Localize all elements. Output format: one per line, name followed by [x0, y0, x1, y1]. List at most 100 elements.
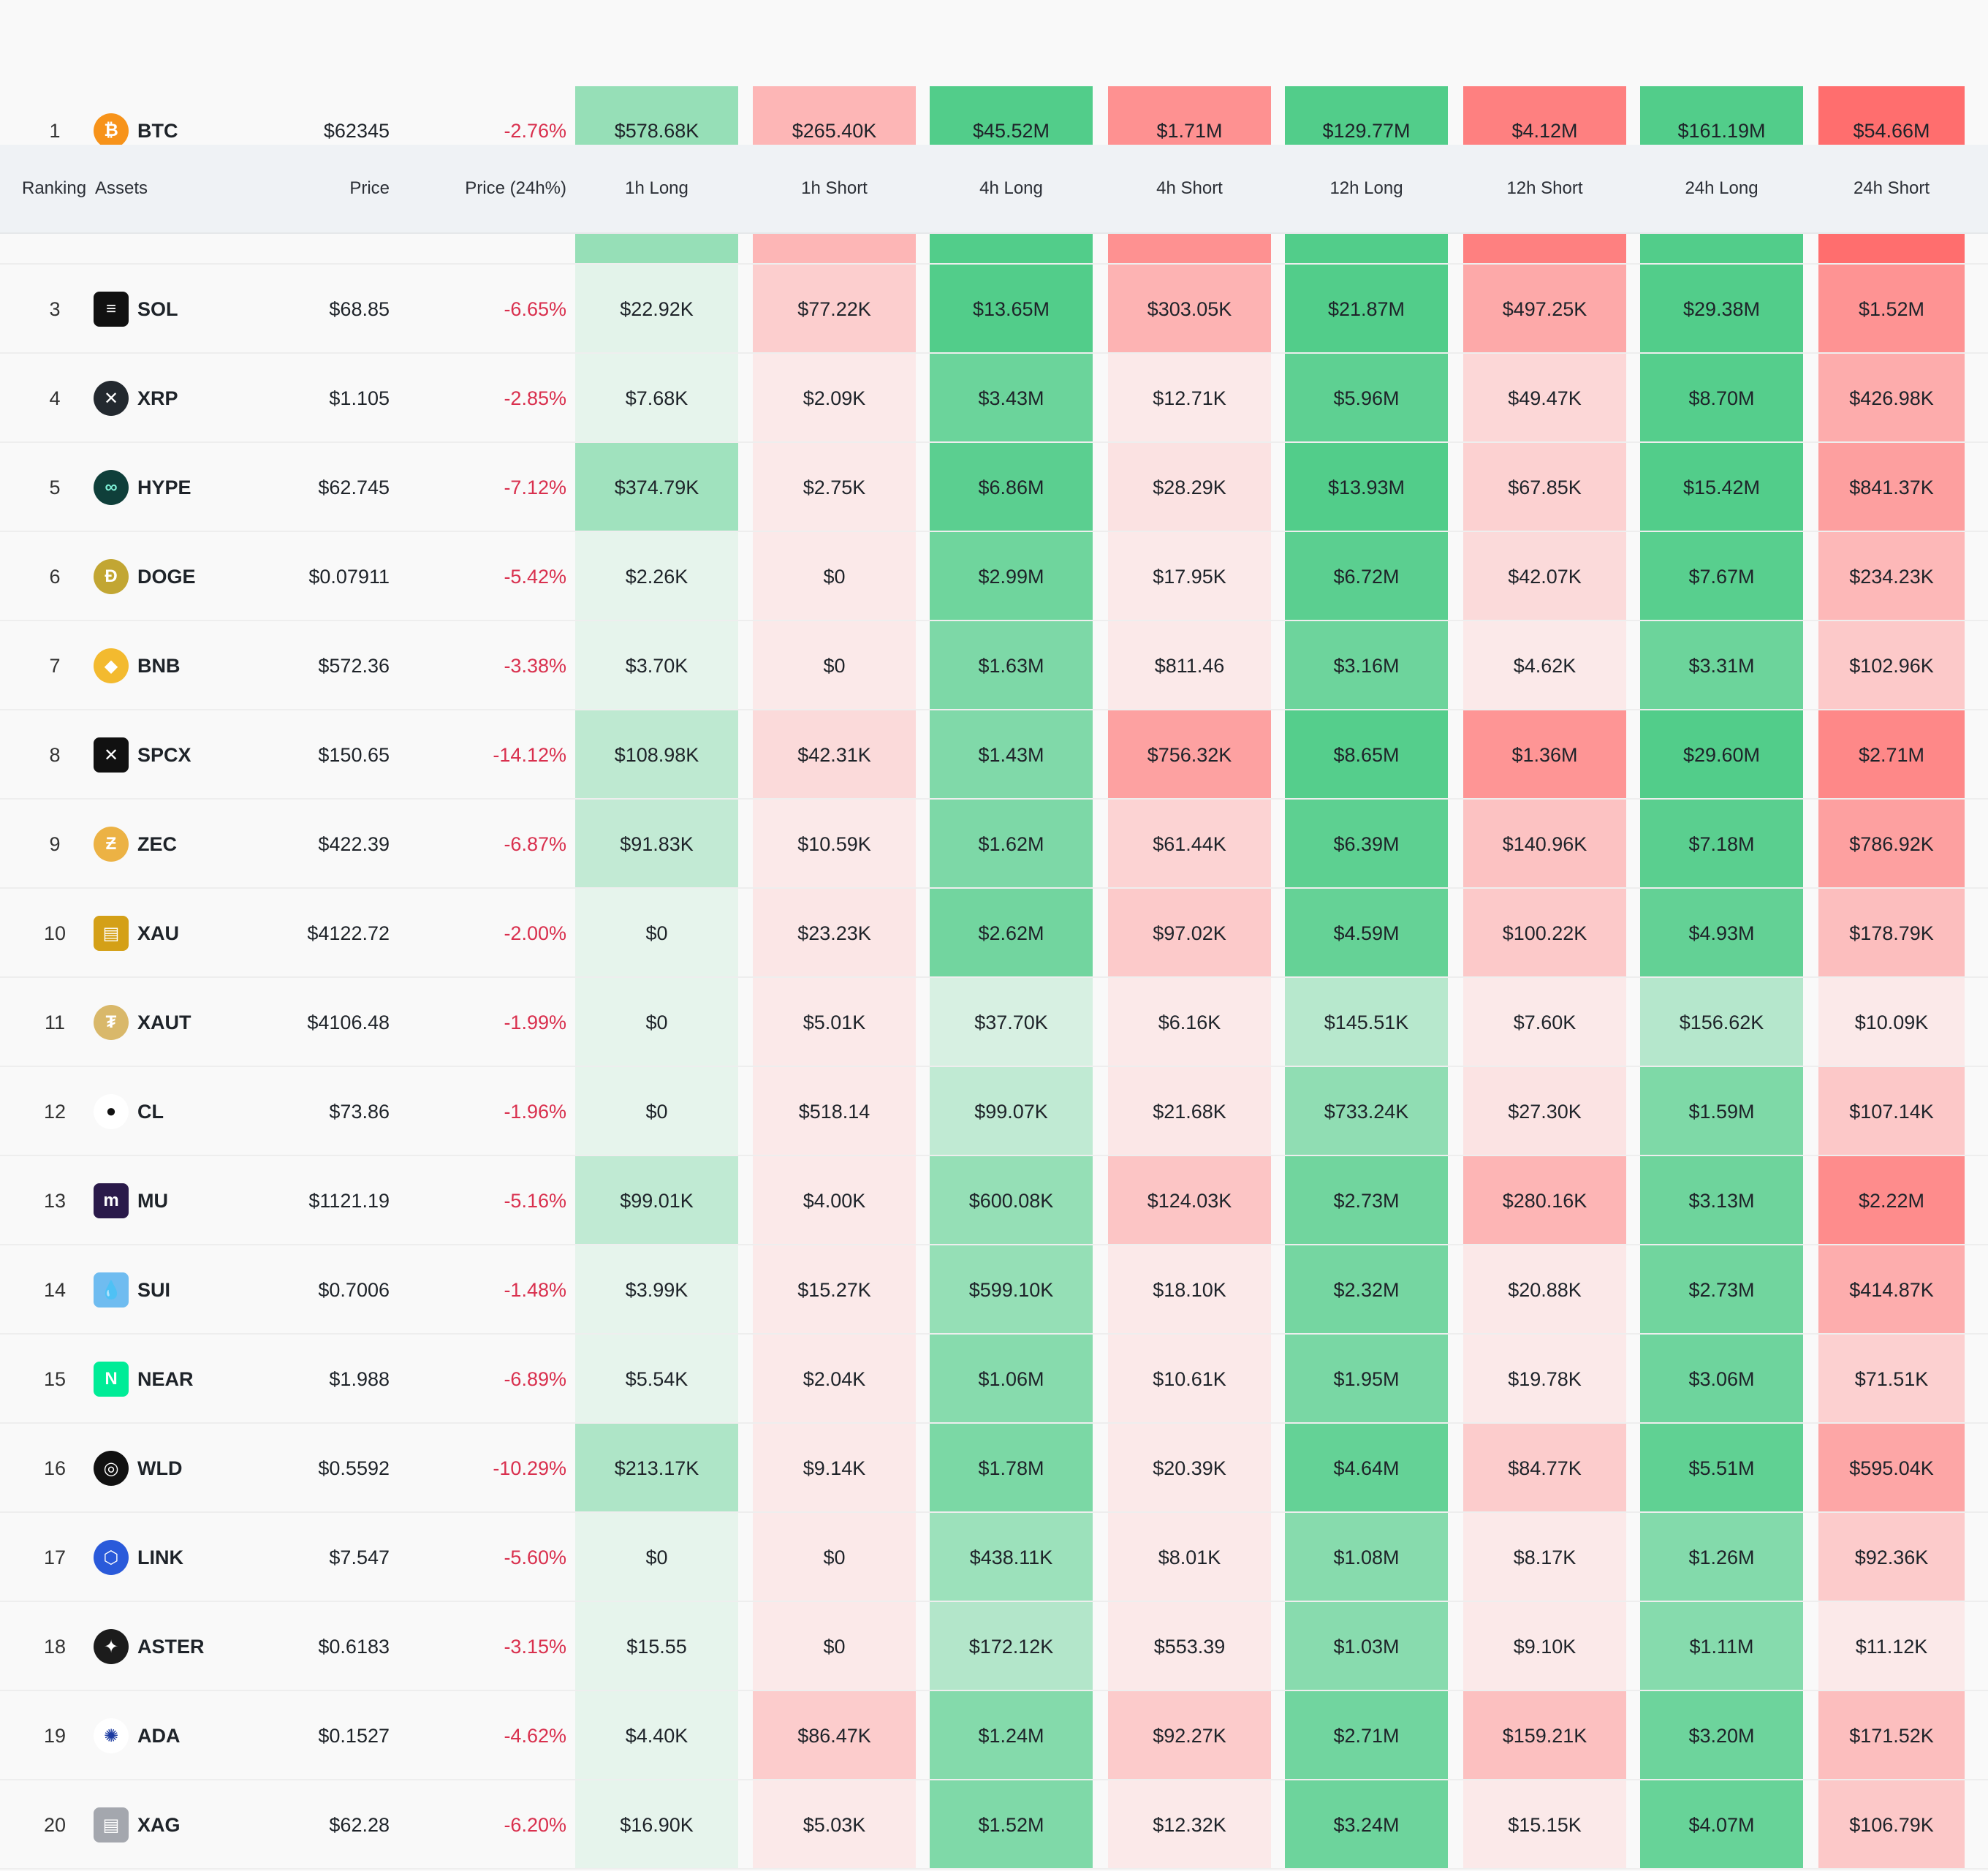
long-liquidation-cell-4h: $1.63M [930, 621, 1093, 710]
long-liquidation-cell-24h: $4.07M [1640, 1780, 1803, 1870]
table-row[interactable]: 15 N NEAR $1.988 -6.89% $5.54K $2.04K $1.06M $10… [0, 1335, 1988, 1424]
short-liquidation-cell-1h: $4.00K [753, 1156, 916, 1245]
table-row[interactable]: 14 💧 SUI $0.7006 -1.48% $3.99K $15.27K $599.10K… [0, 1245, 1988, 1335]
rank-cell: 6 [49, 565, 61, 588]
header-24h-short[interactable]: 24h Short [1853, 178, 1930, 198]
table-row[interactable]: 3 ≡ SOL $68.85 -6.65% $22.92K $77.22K $13.65M $3… [0, 265, 1988, 354]
short-liquidation-cell-4h: $303.05K [1108, 265, 1271, 354]
long-liquidation-cell-24h: $15.42M [1640, 443, 1803, 532]
long-liquidation-cell-24h: $4.93M [1640, 889, 1803, 978]
rank-cell: 3 [49, 297, 61, 320]
table-row[interactable]: 18 ✦ ASTER $0.6183 -3.15% $15.55 $0 $172.12K $55… [0, 1602, 1988, 1691]
header-4h-long[interactable]: 4h Long [979, 178, 1043, 198]
asset-cell[interactable]: ≡ SOL [94, 265, 262, 354]
table-row[interactable]: 8 ✕ SPCX $150.65 -14.12% $108.98K $42.31K $1.43… [0, 710, 1988, 800]
asset-cell[interactable]: ◎ WLD [94, 1424, 262, 1513]
short-liquidation-cell-1h: $10.59K [753, 800, 916, 889]
rank-cell: 7 [49, 654, 61, 677]
short-liquidation-cell-4h: $18.10K [1108, 1245, 1271, 1335]
table-row[interactable]: 11 ₮ XAUT $4106.48 -1.99% $0 $5.01K $37.70K $6.1… [0, 978, 1988, 1067]
rank-cell: 17 [43, 1546, 67, 1568]
long-liquidation-cell-24h: $8.70M [1640, 354, 1803, 443]
price-change-cell: -5.16% [504, 1189, 566, 1212]
price-change-cell: -2.85% [504, 387, 566, 409]
long-liquidation-cell-12h: $6.39M [1285, 800, 1448, 889]
asset-cell[interactable]: Ð DOGE [94, 532, 262, 621]
short-liquidation-cell-24h: $2.22M [1818, 1156, 1965, 1245]
header-24h-long[interactable]: 24h Long [1685, 178, 1759, 198]
asset-cell[interactable]: 💧 SUI [94, 1245, 262, 1335]
price-cell: $1.988 [329, 1367, 390, 1390]
asset-cell[interactable]: ● CL [94, 1067, 262, 1156]
cardano-icon: ✺ [94, 1718, 129, 1753]
table-row[interactable]: 12 ● CL $73.86 -1.96% $0 $518.14 $99.07K $21.68K… [0, 1067, 1988, 1156]
short-liquidation-cell-24h: $107.14K [1818, 1067, 1965, 1156]
asset-cell[interactable]: ✕ SPCX [94, 710, 262, 800]
asset-cell[interactable]: ⬡ LINK [94, 1513, 262, 1602]
header-1h-short[interactable]: 1h Short [801, 178, 868, 198]
long-liquidation-cell-24h: $5.51M [1640, 1424, 1803, 1513]
asset-cell[interactable]: ₮ XAUT [94, 978, 262, 1067]
long-liquidation-cell-4h: $1.78M [930, 1424, 1093, 1513]
table-row[interactable]: 10 ▤ XAU $4122.72 -2.00% $0 $23.23K $2.62M $97.0… [0, 889, 1988, 978]
short-liquidation-cell-4h: $8.01K [1108, 1513, 1271, 1602]
long-liquidation-cell-4h: $172.12K [930, 1602, 1093, 1691]
short-liquidation-cell-12h: $15.15K [1463, 1780, 1626, 1870]
long-liquidation-cell-24h: $1.11M [1640, 1602, 1803, 1691]
short-liquidation-cell-12h: $159.21K [1463, 1691, 1626, 1780]
table-row[interactable]: 13 m MU $1121.19 -5.16% $99.01K $4.00K $600.08K… [0, 1156, 1988, 1245]
short-liquidation-cell-1h: $23.23K [753, 889, 916, 978]
header-1h-long[interactable]: 1h Long [625, 178, 688, 198]
table-row[interactable]: 6 Ð DOGE $0.07911 -5.42% $2.26K $0 $2.99M $17.95… [0, 532, 1988, 621]
table-row[interactable]: 4 ✕ XRP $1.105 -2.85% $7.68K $2.09K $3.43M $12.7… [0, 354, 1988, 443]
table-row[interactable]: 9 Ƶ ZEC $422.39 -6.87% $91.83K $10.59K $1.62M $6… [0, 800, 1988, 889]
header-assets[interactable]: Assets [95, 178, 148, 198]
table-row[interactable]: 17 ⬡ LINK $7.547 -5.60% $0 $0 $438.11K $8.01K $1.… [0, 1513, 1988, 1602]
table-row[interactable]: 20 ▤ XAG $62.28 -6.20% $16.90K $5.03K $1.52M $12… [0, 1780, 1988, 1870]
price-cell: $0.5592 [318, 1457, 390, 1479]
asset-cell[interactable]: ◆ BNB [94, 621, 262, 710]
table-row[interactable]: 5 ∞ HYPE $62.745 -7.12% $374.79K $2.75K $6.86M $… [0, 443, 1988, 532]
table-row[interactable]: 19 ✺ ADA $0.1527 -4.62% $4.40K $86.47K $1.24M $9… [0, 1691, 1988, 1780]
price-cell: $68.85 [329, 297, 390, 320]
table-row[interactable]: 7 ◆ BNB $572.36 -3.38% $3.70K $0 $1.63M $811.46 $… [0, 621, 1988, 710]
asset-cell[interactable]: ✦ ASTER [94, 1602, 262, 1691]
rank-cell: 19 [43, 1724, 67, 1747]
asset-cell[interactable]: ✕ XRP [94, 354, 262, 443]
asset-cell[interactable]: ✺ ADA [94, 1691, 262, 1780]
asset-cell[interactable]: ₿ BTC [94, 86, 262, 175]
asset-cell[interactable]: Ƶ ZEC [94, 800, 262, 889]
short-liquidation-cell-24h: $414.87K [1818, 1245, 1965, 1335]
long-liquidation-cell-1h: $7.68K [575, 354, 738, 443]
long-liquidation-cell-12h: $1.08M [1285, 1513, 1448, 1602]
asset-cell[interactable]: N NEAR [94, 1335, 262, 1424]
table-header: Ranking Assets Price Price (24h%) 1h Lon… [0, 145, 1988, 234]
short-liquidation-cell-24h: $2.71M [1818, 710, 1965, 800]
micron-icon: m [94, 1183, 129, 1218]
header-ranking[interactable]: Ranking [22, 178, 87, 198]
long-liquidation-cell-12h: $6.72M [1285, 532, 1448, 621]
price-change-cell: -10.29% [493, 1457, 566, 1479]
header-price[interactable]: Price [349, 178, 390, 198]
long-liquidation-cell-12h: $4.64M [1285, 1424, 1448, 1513]
short-liquidation-cell-1h: $86.47K [753, 1691, 916, 1780]
asset-cell[interactable]: ∞ HYPE [94, 443, 262, 532]
long-liquidation-cell-1h: $99.01K [575, 1156, 738, 1245]
price-cell: $4122.72 [307, 922, 390, 944]
table-row[interactable]: 16 ◎ WLD $0.5592 -10.29% $213.17K $9.14K $1.78M… [0, 1424, 1988, 1513]
short-liquidation-cell-24h: $11.12K [1818, 1602, 1965, 1691]
long-liquidation-cell-24h: $3.06M [1640, 1335, 1803, 1424]
long-liquidation-cell-1h: $22.92K [575, 265, 738, 354]
header-12h-long[interactable]: 12h Long [1329, 178, 1403, 198]
header-price-change[interactable]: Price (24h%) [465, 178, 566, 198]
asset-cell[interactable]: m MU [94, 1156, 262, 1245]
rank-cell: 16 [43, 1457, 67, 1479]
price-cell: $62.745 [318, 476, 390, 498]
header-4h-short[interactable]: 4h Short [1156, 178, 1223, 198]
asset-cell[interactable]: ▤ XAG [94, 1780, 262, 1870]
long-liquidation-cell-24h: $1.26M [1640, 1513, 1803, 1602]
asset-cell[interactable]: ▤ XAU [94, 889, 262, 978]
header-12h-short[interactable]: 12h Short [1506, 178, 1583, 198]
short-liquidation-cell-12h: $67.85K [1463, 443, 1626, 532]
